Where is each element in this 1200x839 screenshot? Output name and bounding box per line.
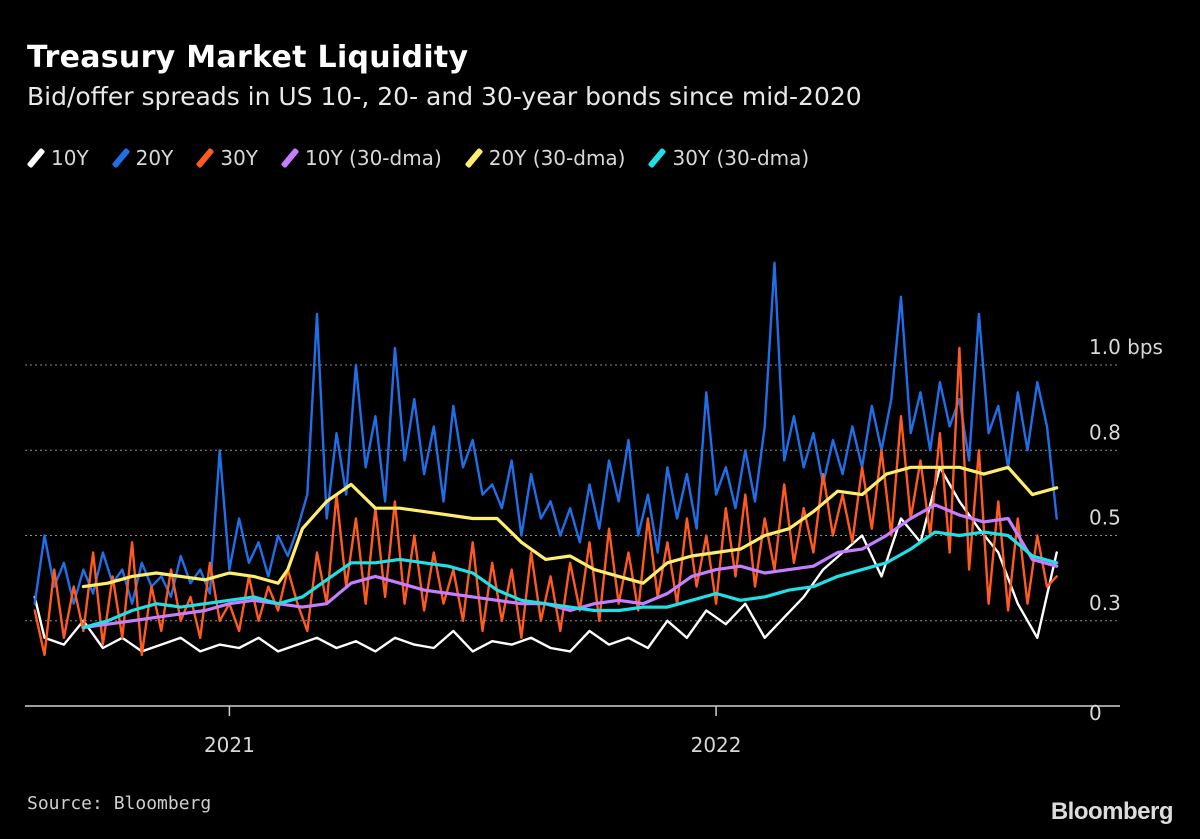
legend-label: 10Y (51, 146, 89, 170)
legend: 10Y 20Y 30Y 10Y (30-dma) 20Y (30-dma) 30Y (30… (26, 143, 832, 173)
series-layer (33, 261, 1059, 657)
series-line-10y-30-dma (81, 503, 1059, 630)
y-tick-label: 0 (1089, 701, 1102, 725)
y-tick-label: 0.5 (1089, 506, 1121, 530)
legend-label: 10Y (30-dma) (305, 146, 442, 170)
legend-label: 20Y (30-dma) (488, 146, 626, 170)
series-line-30y-30-dma (81, 530, 1059, 630)
source-note: Source: Bloomberg (27, 793, 212, 814)
series-line-20y (33, 261, 1058, 605)
legend-item: 30Y (30-dma) (648, 146, 809, 170)
legend-label: 30Y (220, 146, 259, 170)
legend-item: 10Y (30-dma) (280, 146, 442, 170)
axis-layer: 1.0 bps 0.8 0.5 0.3 0 2021 2022 (25, 335, 1163, 757)
bloomberg-logo: Bloomberg (1050, 798, 1174, 825)
legend-item: 20Y (30-dma) (464, 146, 626, 170)
y-tick-label: 0.8 (1089, 420, 1121, 444)
legend-label: 20Y (135, 146, 174, 170)
x-tick-label: 2022 (691, 733, 742, 757)
chart-subtitle: Bid/offer spreads in US 10-, 20- and 30-… (27, 82, 862, 111)
x-tick-label: 2021 (204, 733, 255, 757)
legend-label: 30Y (30-dma) (672, 146, 810, 170)
legend-item: 30Y (195, 146, 259, 170)
series-line-30y (33, 346, 1058, 657)
y-tick-label: 0.3 (1089, 591, 1121, 615)
chart-title: Treasury Market Liquidity (27, 40, 469, 75)
legend-item: 20Y (111, 146, 174, 170)
series-line-20y-30-dma (81, 465, 1059, 589)
legend-item: 10Y (26, 146, 89, 170)
y-tick-label: 1.0 bps (1089, 335, 1163, 359)
series-line-10y (33, 466, 1058, 653)
